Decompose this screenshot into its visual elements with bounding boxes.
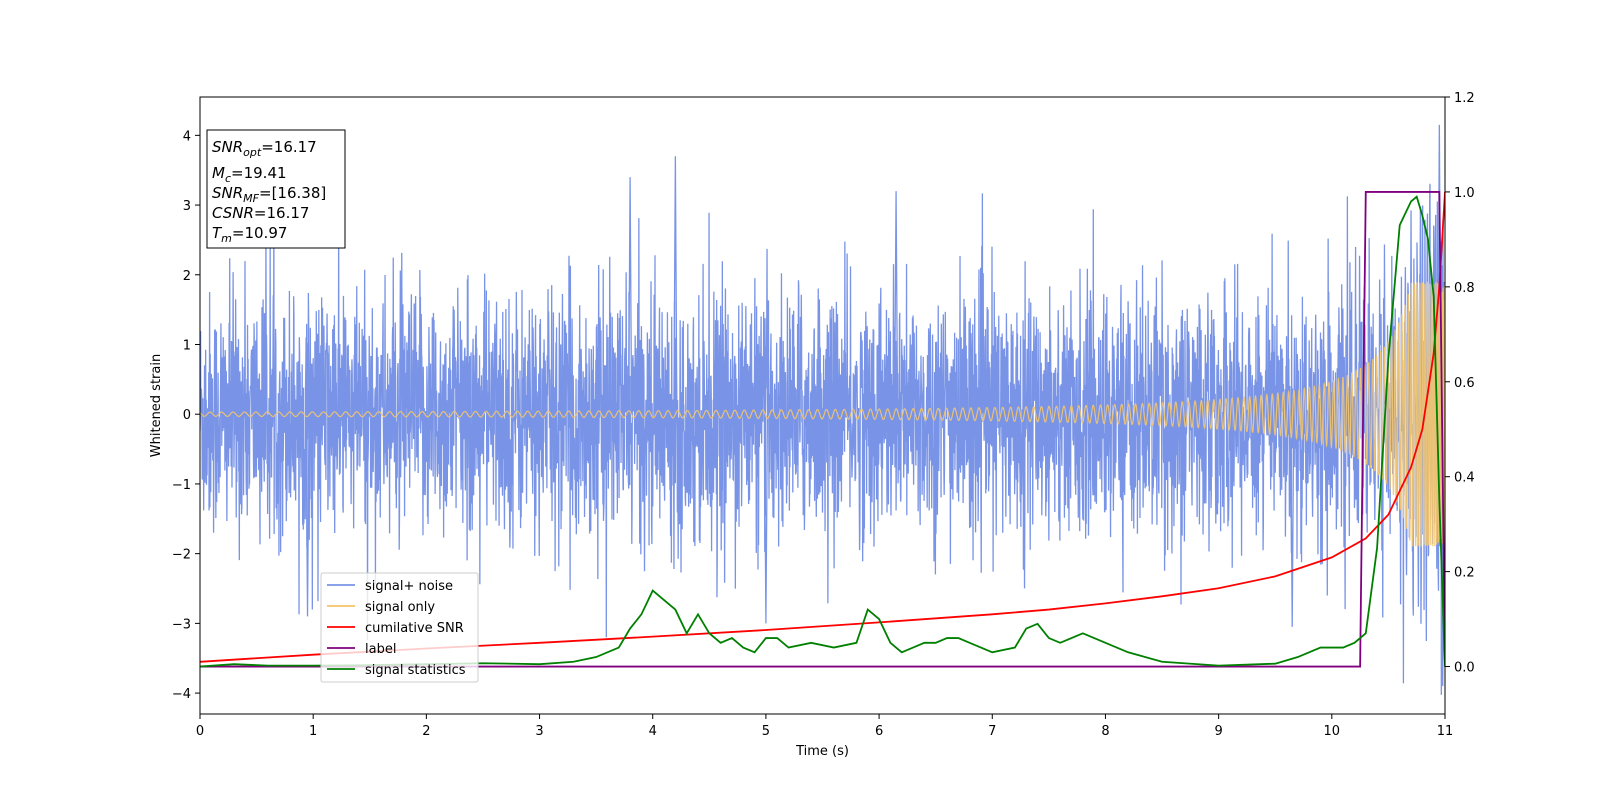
series-label — [200, 191, 1445, 668]
x-tick-label: 7 — [988, 724, 996, 739]
series-signal-statistics — [200, 195, 1445, 668]
x-tick-label: 1 — [309, 724, 317, 739]
plot-frame — [199, 96, 1446, 715]
stats-box-frame — [206, 129, 346, 249]
y-left-tick-label: −4 — [172, 687, 191, 702]
y-left-tick-label: 1 — [183, 338, 191, 353]
x-tick-label: 9 — [1214, 724, 1222, 739]
y-left-tick-label: −1 — [172, 478, 191, 493]
y-right-tick-label: 0.0 — [1454, 661, 1475, 676]
y-left-tick-label: −2 — [172, 548, 191, 563]
x-tick-label: 8 — [1101, 724, 1109, 739]
y-right-tick-label: 0.4 — [1454, 471, 1475, 486]
spike-5 — [1290, 414, 1295, 627]
legend-label-4: signal statistics — [365, 663, 466, 678]
x-tick-label: 4 — [649, 724, 657, 739]
stats-row-1: Mc=19.41 — [212, 164, 287, 185]
legend: signal+ noise signal only cumilative SNR la… — [320, 572, 479, 683]
y-right-tick-label: 0.2 — [1454, 566, 1475, 581]
y-left-tick-label: 0 — [183, 408, 191, 423]
spike-3 — [893, 191, 899, 415]
plot-area — [200, 124, 1445, 695]
series-signal-noise — [200, 183, 1445, 695]
y-right-tick-label: 0.6 — [1454, 376, 1475, 391]
stats-row-2: SNRMF=[16.38] — [212, 184, 326, 205]
x-tick-label: 11 — [1437, 724, 1454, 739]
stats-row-4: Tm=10.97 — [212, 224, 287, 245]
y-left-tick-label: 3 — [183, 199, 191, 214]
x-axis-label: Time (s) — [795, 744, 849, 759]
stats-row-0: SNRopt=16.17 — [212, 138, 317, 159]
spike-2 — [673, 156, 678, 415]
spike-1 — [627, 177, 633, 415]
spike-0 — [305, 414, 310, 617]
series-cumulative-snr — [200, 191, 1445, 663]
x-tick-label: 2 — [422, 724, 430, 739]
x-tick-label: 3 — [535, 724, 543, 739]
y-left-tick-label: −3 — [172, 617, 191, 632]
spike-4 — [763, 414, 769, 624]
y-axis-label: Whitened strain — [149, 354, 164, 457]
series-signal-only — [200, 281, 1445, 547]
y-left-tick-label: 2 — [183, 269, 191, 284]
y-axis-right: 0.0 0.2 0.4 0.6 0.8 1.0 1.2 — [1445, 91, 1475, 676]
x-tick-label: 10 — [1324, 724, 1341, 739]
legend-label-0: signal+ noise — [365, 579, 453, 594]
legend-label-2: cumilative SNR — [365, 621, 464, 636]
y-right-tick-label: 1.0 — [1454, 186, 1475, 201]
x-axis: 0 1 2 3 4 5 6 7 8 9 10 11 — [196, 714, 1453, 739]
stats-box: SNRopt=16.17 Mc=19.41SNRMF=[16.38]CSNR=16… — [206, 129, 346, 249]
x-tick-label: 0 — [196, 724, 204, 739]
y-right-tick-label: 1.2 — [1454, 91, 1475, 106]
legend-label-1: signal only — [365, 600, 435, 615]
stats-row-3: CSNR=16.17 — [212, 204, 309, 222]
legend-label-3: label — [365, 642, 396, 657]
legend-frame — [320, 572, 479, 683]
y-axis-left: −4 −3 −2 −1 0 1 2 3 4 — [172, 129, 200, 702]
y-right-tick-label: 0.8 — [1454, 281, 1475, 296]
x-tick-label: 6 — [875, 724, 883, 739]
y-left-tick-label: 4 — [183, 129, 191, 144]
x-tick-label: 5 — [762, 724, 770, 739]
